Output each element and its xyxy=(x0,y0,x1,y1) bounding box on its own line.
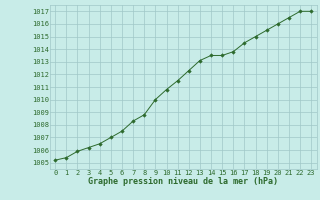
X-axis label: Graphe pression niveau de la mer (hPa): Graphe pression niveau de la mer (hPa) xyxy=(88,177,278,186)
